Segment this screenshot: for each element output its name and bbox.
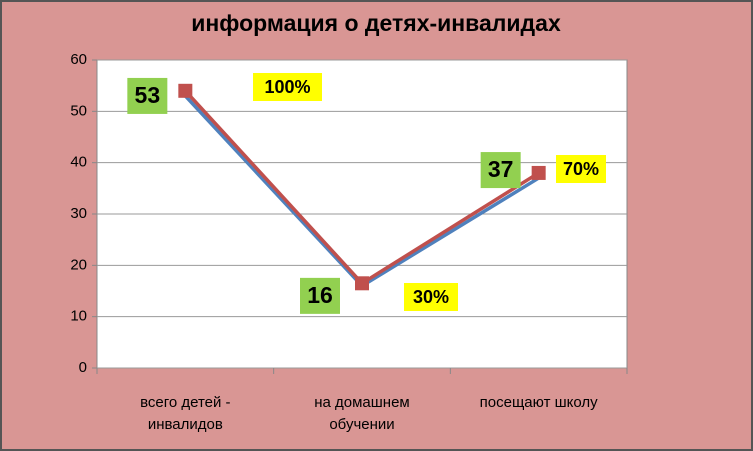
annotation-box (404, 283, 458, 311)
chart-title: информация о детях-инвалидах (191, 10, 561, 36)
marker (178, 83, 193, 98)
x-tick-label: на домашнем обучении (314, 394, 410, 433)
y-tick-label: 0 (79, 359, 87, 376)
annotation: 100% (264, 77, 310, 97)
annotation: 30% (413, 287, 449, 307)
marker (355, 276, 369, 291)
y-tick-label: 10 (70, 308, 87, 325)
marker (531, 165, 546, 180)
x-tick-label: всего детей - инвалидов (140, 394, 231, 433)
value-label: 16 (307, 282, 333, 308)
value-label-box (300, 277, 340, 314)
x-tick-label: посещают школу (479, 394, 598, 411)
y-tick-label: 30 (70, 205, 87, 222)
y-tick-label: 40 (70, 154, 87, 171)
value-label-box (127, 77, 168, 114)
y-tick-label: 20 (70, 256, 87, 273)
annotation-box (253, 73, 322, 101)
value-label: 37 (488, 156, 514, 182)
value-label: 53 (135, 82, 161, 108)
value-label-box (480, 152, 521, 189)
y-tick-label: 50 (70, 102, 87, 119)
y-tick-label: 60 (70, 51, 87, 68)
annotation-box (556, 155, 606, 183)
annotation: 70% (563, 159, 599, 179)
